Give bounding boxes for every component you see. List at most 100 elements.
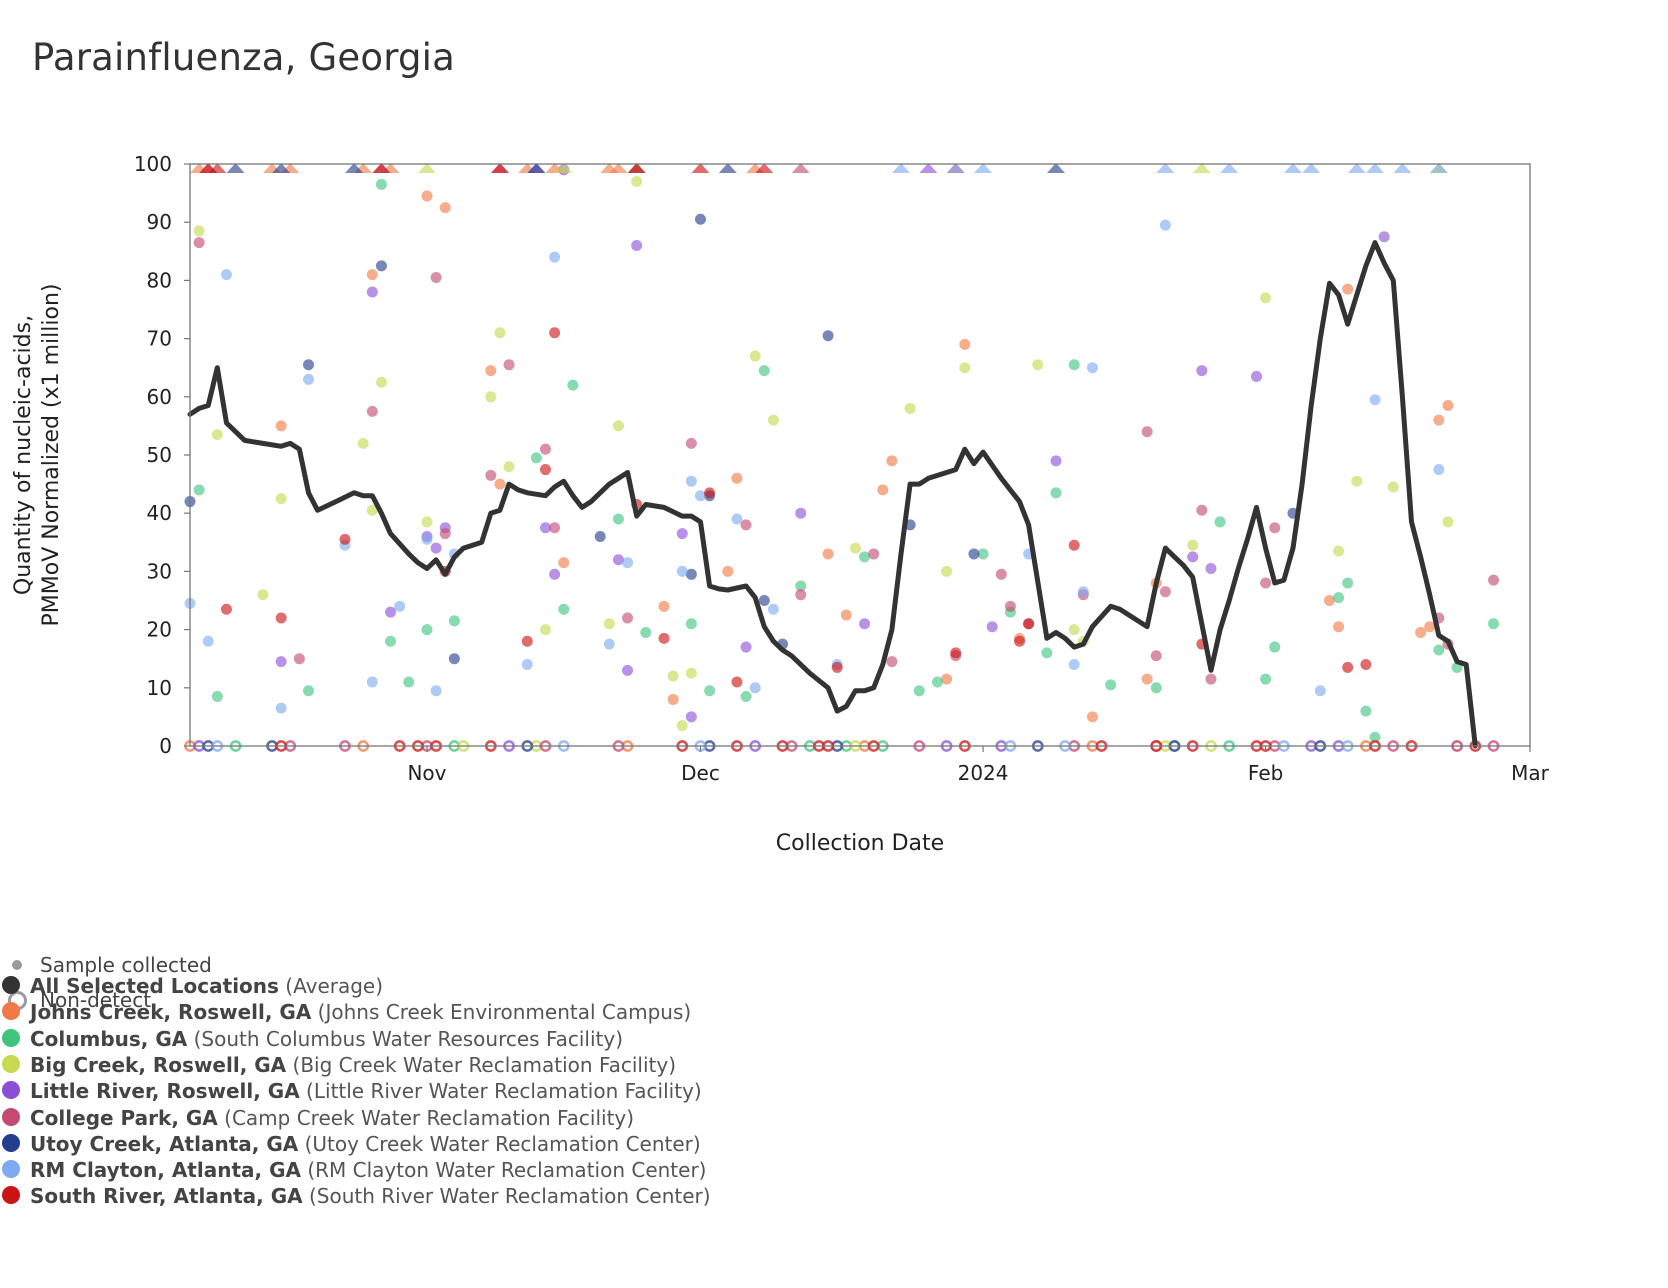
data-point-johns-creek [886,455,898,467]
legend-series-name: Johns Creek, Roswell, GA [30,1000,312,1025]
data-point-columbus [303,685,315,697]
data-point-rm-clayton [1068,659,1080,671]
data-point-columbus [1488,618,1500,630]
above-range-marker-south-river [372,163,391,173]
data-point-utoy-creek [594,530,606,542]
data-point-johns-creek [822,548,834,560]
axes-layer: 0 10 20 30 40 50 60 70 80 90 100 Nov Dec 2024 Feb Mar Co… [11,152,1550,856]
data-point-college-park [1159,586,1171,598]
data-point-college-park [1269,522,1281,534]
data-point-big-creek [193,225,205,237]
legend-series-facility: (South Columbus Water Resources Facility… [187,1026,624,1051]
above-range-marker-rm-clayton [1366,163,1385,173]
data-point-south-river [950,647,962,659]
data-point-columbus [375,178,387,190]
data-point-college-park [430,271,442,283]
y-tick-label: 0 [159,734,172,758]
data-point-columbus [448,615,460,627]
data-point-johns-creek [1333,621,1345,633]
legend-series-name: Big Creek, Roswell, GA [30,1052,287,1077]
data-point-johns-creek [558,557,570,569]
y-tick-label: 90 [147,210,172,234]
data-point-rm-clayton [685,475,697,487]
data-point-columbus [640,627,652,639]
data-point-johns-creek [731,472,743,484]
data-point-rm-clayton [767,603,779,615]
data-point-columbus [385,635,397,647]
data-point-south-river [275,612,287,624]
data-point-johns-creek [366,269,378,281]
data-point-college-park [193,237,205,249]
data-point-college-park [366,405,378,417]
data-point-rm-clayton [694,490,706,502]
y-tick-label: 40 [147,501,172,525]
data-point-johns-creek [1342,283,1354,295]
data-point-columbus [558,603,570,615]
legend-series-facility: (Utoy Creek Water Reclamation Center) [298,1131,701,1156]
data-point-columbus [193,484,205,496]
above-range-marker-rm-clayton [1347,163,1366,173]
above-range-marker-big-creek [554,163,573,173]
data-point-columbus [1333,592,1345,604]
data-point-big-creek [1333,545,1345,557]
data-point-columbus [795,580,807,592]
above-range-marker-rm-clayton [1393,163,1412,173]
data-point-utoy-creek [694,213,706,225]
data-point-columbus [1369,731,1381,743]
above-range-marker-big-creek [1192,163,1211,173]
above-range-marker-little-river [919,163,938,173]
data-point-johns-creek [421,190,433,202]
above-range-marker-utoy-creek [718,163,737,173]
data-point-little-river [986,621,998,633]
data-point-big-creek [849,542,861,554]
data-point-south-river [540,464,552,476]
data-point-johns-creek [1424,621,1436,633]
average-line [187,240,1478,749]
data-point-little-river [631,239,643,251]
data-point-college-park [995,568,1007,580]
y-tick-label: 50 [147,443,172,467]
data-point-rm-clayton [549,251,561,263]
above-range-marker-utoy-creek [527,163,546,173]
data-point-columbus [1260,673,1272,685]
data-point-big-creek [667,670,679,682]
data-point-big-creek [1068,624,1080,636]
marks-layer [184,163,1500,752]
y-tick-label: 100 [134,152,172,176]
data-point-johns-creek [658,600,670,612]
data-point-little-river [1187,551,1199,563]
data-point-big-creek [959,362,971,374]
data-point-johns-creek [840,609,852,621]
legend-swatch-icon [2,1107,20,1126]
y-tick-label: 30 [147,559,172,583]
data-point-little-river [275,656,287,668]
x-tick-label: 2024 [958,761,1009,785]
data-point-little-river [549,568,561,580]
data-point-johns-creek [485,365,497,377]
data-point-college-park [1205,673,1217,685]
data-point-college-park [740,519,752,531]
chart-title: Parainfluenza, Georgia [32,36,455,79]
data-point-south-river [831,661,843,673]
data-point-big-creek [1032,359,1044,371]
above-range-marker-south-river [208,163,227,173]
sample-collected-icon [12,960,22,970]
data-point-little-river [1050,455,1062,467]
data-point-big-creek [257,589,269,601]
y-tick-label: 80 [147,268,172,292]
y-tick-label: 20 [147,618,172,642]
data-point-rm-clayton [676,565,688,577]
data-point-big-creek [685,667,697,679]
legend-series-name: All Selected Locations [30,974,279,998]
data-point-college-park [868,548,880,560]
data-point-college-park [1141,426,1153,438]
data-point-college-park [293,653,305,665]
data-point-south-river [658,632,670,644]
x-tick-label: Nov [407,761,446,785]
data-point-rm-clayton [421,533,433,545]
data-point-rm-clayton [430,685,442,697]
above-range-marker-rm-clayton [1283,163,1302,173]
data-point-columbus [530,452,542,464]
data-point-columbus [1214,516,1226,528]
data-point-columbus [1150,682,1162,694]
